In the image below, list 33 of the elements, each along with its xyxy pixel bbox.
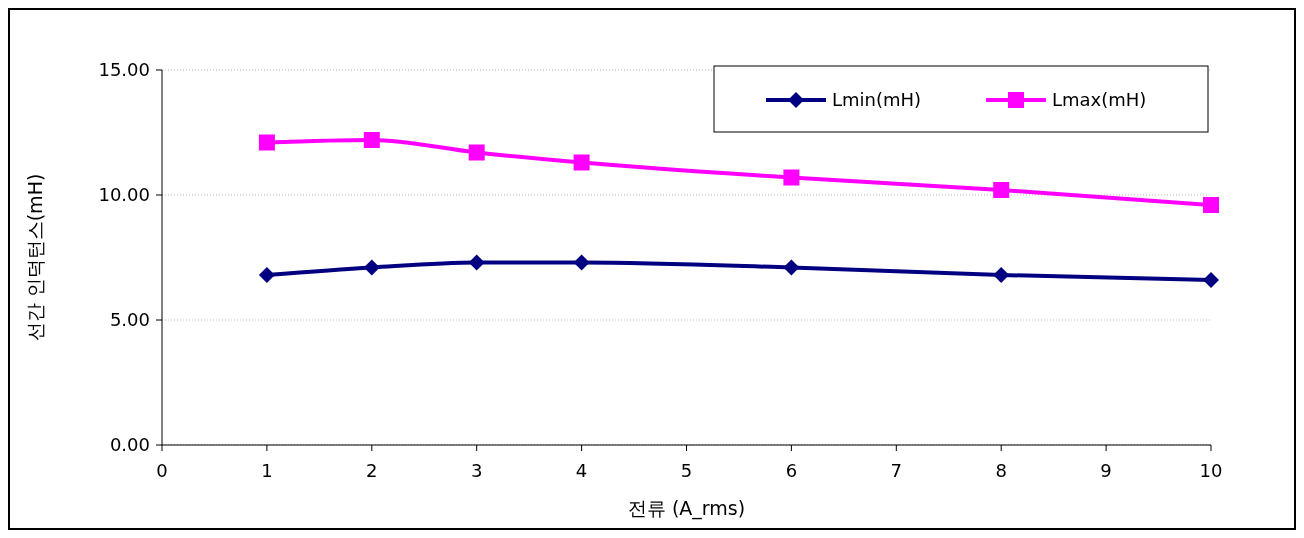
y-tick-label: 15.00: [98, 59, 150, 81]
x-tick-label: 0: [156, 460, 168, 481]
y-tick-label: 10.00: [98, 184, 150, 206]
x-tick-label: 6: [785, 460, 798, 481]
legend-label: Lmin(mH): [832, 89, 922, 111]
x-tick-label: 9: [1100, 460, 1112, 481]
point: [258, 267, 275, 283]
point: [258, 134, 275, 151]
point: [1203, 272, 1219, 288]
point: [573, 154, 590, 171]
x-tick-label: 8: [995, 460, 1007, 481]
x-tick-label: 10: [1199, 460, 1223, 481]
point: [468, 254, 485, 271]
point: [1203, 197, 1219, 213]
x-tick-label: 4: [575, 460, 588, 481]
legend-label: Lmax(mH): [1052, 89, 1147, 111]
point: [363, 132, 380, 148]
x-tick-label: 1: [261, 460, 273, 481]
y-tick-label: 5.00: [109, 309, 150, 331]
point: [363, 259, 380, 276]
point: [783, 259, 800, 276]
x-tick-label: 3: [470, 460, 483, 481]
point: [783, 169, 800, 186]
x-tick-label: 2: [366, 460, 378, 481]
y-tick-label: 0.00: [109, 434, 150, 456]
y-axis-title: 선간 인덕턴스(mH): [24, 173, 46, 342]
x-tick-label: 7: [890, 460, 903, 481]
x-axis-title: 전류 (A_rms): [627, 497, 746, 520]
point: [993, 267, 1010, 283]
point: [468, 144, 485, 161]
point: [993, 182, 1010, 198]
point: [573, 254, 590, 271]
x-tick-label: 5: [680, 460, 693, 481]
